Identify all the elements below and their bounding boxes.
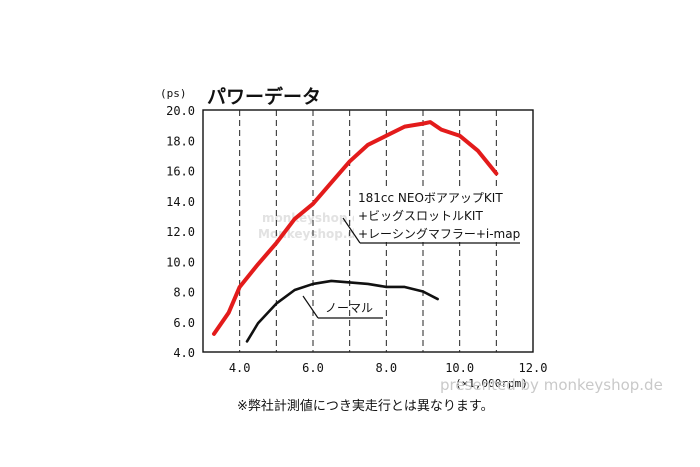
black-series-annotation: ノーマル [302,295,383,319]
x-axis-unit: (×1,000rpm) [455,377,528,390]
x-tick-label: 6.0 [302,361,324,375]
red-label-line-2: +ビッグスロットルKIT [358,209,483,223]
y-tick-label: 10.0 [166,255,195,269]
x-tick-label: 12.0 [519,361,548,375]
series-lines [212,120,499,343]
chart-title: パワーデータ [207,85,321,108]
y-tick-label: 12.0 [166,225,195,239]
y-tick-label: 8.0 [173,286,195,300]
watermark-text: presented by monkeyshop.de [440,376,663,394]
x-tick-label: 10.0 [445,361,474,375]
y-tick-label: 18.0 [166,134,195,148]
series-line-normal [245,279,439,343]
red-series-annotation: 181cc NEOボアアップKIT +ビッグスロットルKIT +レーシングマフラ… [342,188,520,244]
y-tick-label: 16.0 [166,165,195,179]
red-label-line-3: +レーシングマフラー+i-map [358,227,520,241]
x-tick-label: 4.0 [229,361,251,375]
series-line-modified [212,120,499,336]
y-tick-label: 20.0 [166,104,195,118]
y-tick-labels: 4.0 6.0 8.0 10.0 12.0 14.0 16.0 18.0 20.0 [166,104,195,360]
y-tick-label: 14.0 [166,195,195,209]
y-tick-label: 4.0 [173,346,195,360]
y-axis-unit: (ps) [160,87,187,100]
y-tick-label: 6.0 [173,316,195,330]
svg-text:Monkeyshop.de: Monkeyshop.de [258,227,364,241]
x-tick-label: 8.0 [375,361,397,375]
red-label-line-1: 181cc NEOボアアップKIT [358,191,503,205]
plot-frame [202,109,534,353]
black-series-label: ノーマル [325,301,373,315]
svg-text:monkeyshop.de: monkeyshop.de [262,211,369,225]
footnote: ※弊社計測値につき実走行とは異なります。 [237,398,494,414]
x-tick-labels: 4.0 6.0 8.0 10.0 12.0 [229,361,548,375]
